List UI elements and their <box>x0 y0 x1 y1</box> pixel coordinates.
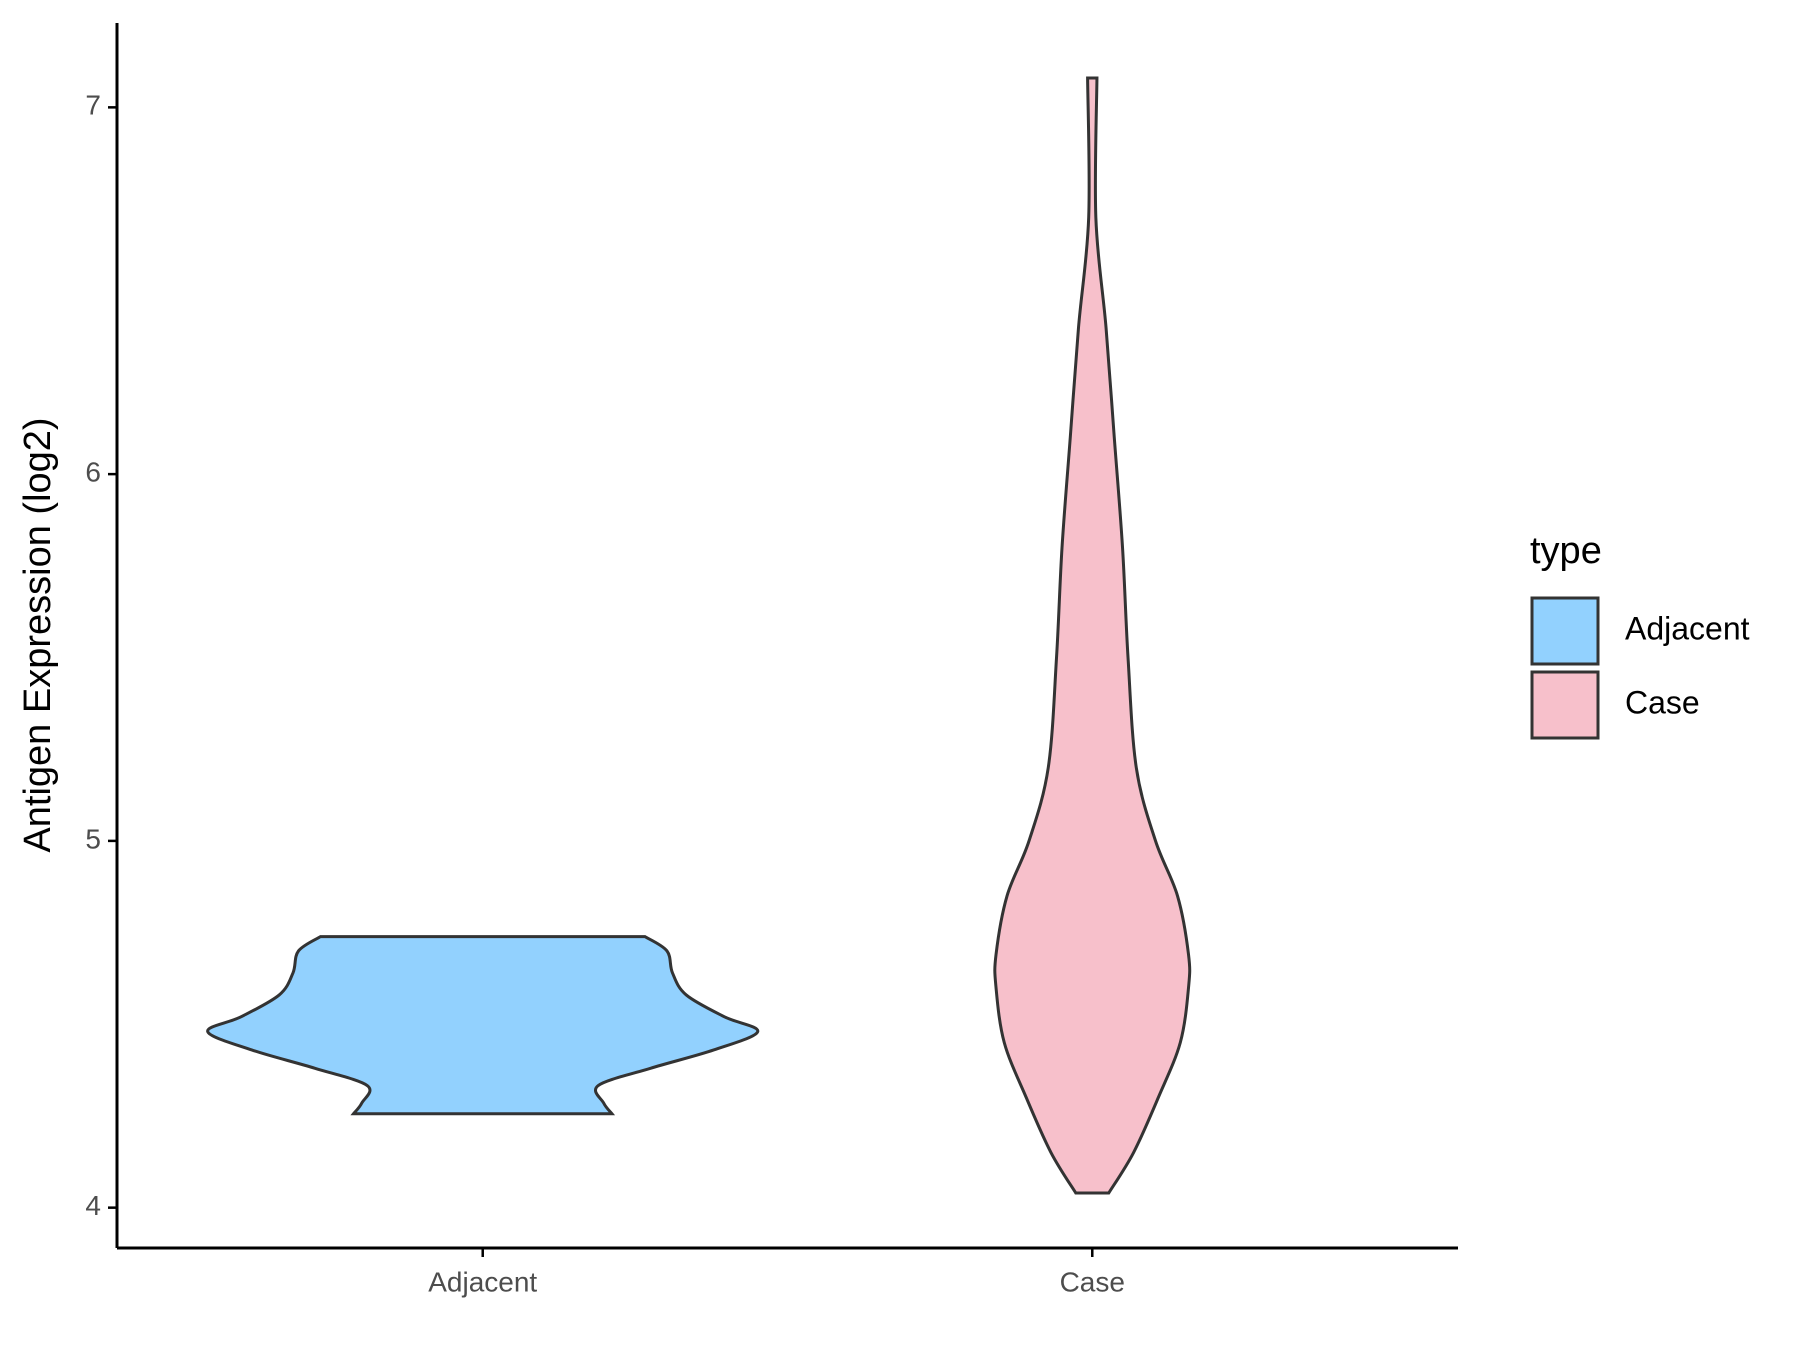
y-axis-title: Antigen Expression (log2) <box>17 417 59 852</box>
violin <box>206 935 760 1116</box>
legend-key <box>1530 596 1600 666</box>
y-tick-label: 7 <box>85 90 101 121</box>
legend-title: type <box>1530 530 1602 572</box>
legend-label: Adjacent <box>1625 610 1750 646</box>
y-tick-label: 4 <box>85 1190 101 1221</box>
violin <box>993 76 1192 1195</box>
x-tick-label: Case <box>1060 1266 1125 1297</box>
legend-key <box>1530 670 1600 740</box>
x-tick-label: Adjacent <box>428 1266 537 1297</box>
y-tick-label: 5 <box>85 823 101 854</box>
y-tick-label: 6 <box>85 457 101 488</box>
legend-label: Case <box>1625 684 1700 720</box>
